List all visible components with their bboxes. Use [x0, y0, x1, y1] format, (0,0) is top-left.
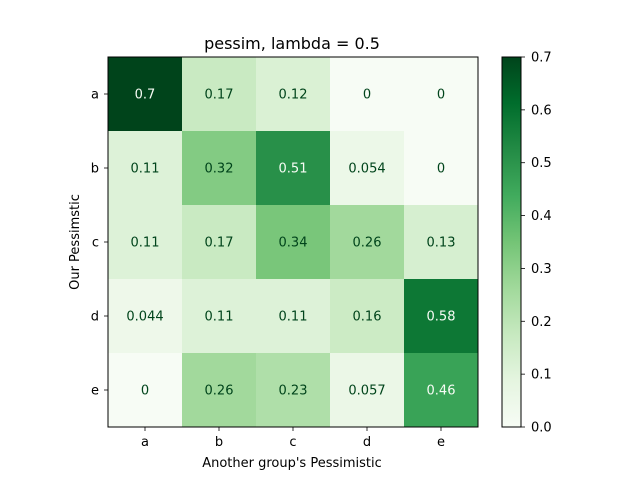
- x-axis-ticks: a b c d e: [141, 427, 445, 450]
- heatmap-cell-e-d: [330, 353, 405, 428]
- heatmap-cell-b-d: [330, 131, 405, 206]
- y-axis-label: Our Pessimstic: [68, 194, 83, 290]
- cell-label-c-a: 0.11: [131, 236, 160, 251]
- heatmap-cell-a-a: [108, 57, 183, 132]
- y-axis-ticks: a b c d e: [91, 88, 108, 399]
- cell-label-e-e: 0.46: [427, 384, 456, 399]
- heatmap-cell-labels: 0.7 0.17 0.12 0 0 0.11 0.32 0.51 0.054 0 0.11 0.17 0…: [126, 88, 455, 399]
- heatmap-cell-c-d: [330, 205, 405, 280]
- heatmap-cell-c-c: [256, 205, 331, 280]
- colorbar-frame: [501, 56, 522, 428]
- cell-label-e-a: 0: [141, 384, 149, 399]
- colorbar-tick-label: 0.5: [531, 156, 552, 171]
- heatmap-cell-c-e: [404, 205, 479, 280]
- y-tick-label-a: a: [91, 88, 99, 103]
- x-tick-label-c: c: [289, 435, 296, 450]
- heatmap-cell-e-e: [404, 353, 479, 428]
- heatmap-cell-e-c: [256, 353, 331, 428]
- heatmap-cell-a-b: [182, 57, 257, 132]
- y-tick-label-b: b: [91, 162, 99, 177]
- cell-label-b-e: 0: [437, 162, 445, 177]
- heatmap-cell-c-b: [182, 205, 257, 280]
- heatmap-cell-b-b: [182, 131, 257, 206]
- cell-label-a-a: 0.7: [135, 88, 156, 103]
- y-tick-label-c: c: [92, 236, 99, 251]
- heatmap-cell-d-a: [108, 279, 183, 354]
- heatmap-cell-a-c: [256, 57, 331, 132]
- heatmap-cell-e-b: [182, 353, 257, 428]
- cell-label-e-d: 0.057: [348, 384, 385, 399]
- cell-label-b-a: 0.11: [131, 162, 160, 177]
- cell-label-c-c: 0.34: [279, 236, 308, 251]
- heatmap-cell-d-c: [256, 279, 331, 354]
- colorbar-tick-label: 0.4: [531, 209, 552, 224]
- colorbar-ticks: 0.0 0.1 0.2 0.3 0.4 0.5 0.6 0.7: [521, 51, 552, 436]
- colorbar-tick-label: 0.7: [531, 51, 552, 66]
- heatmap-cell-a-e: [404, 57, 479, 132]
- cell-label-b-c: 0.51: [279, 162, 308, 177]
- cell-label-e-c: 0.23: [279, 384, 308, 399]
- heatmap-cell-d-d: [330, 279, 405, 354]
- heatmap-cell-b-e: [404, 131, 479, 206]
- colorbar-tick-label: 0.6: [531, 103, 552, 118]
- cell-label-d-b: 0.11: [205, 310, 234, 325]
- x-tick-label-d: d: [363, 435, 371, 450]
- x-tick-label-e: e: [437, 435, 445, 450]
- colorbar-tick-label: 0.2: [531, 315, 552, 330]
- heatmap-cell-c-a: [108, 205, 183, 280]
- cell-label-d-e: 0.58: [427, 310, 456, 325]
- cell-label-a-e: 0: [437, 88, 445, 103]
- cell-label-a-d: 0: [363, 88, 371, 103]
- chart-title: pessim, lambda = 0.5: [204, 34, 380, 53]
- cell-label-d-d: 0.16: [353, 310, 382, 325]
- x-tick-label-a: a: [141, 435, 149, 450]
- colorbar-tick-label: 0.0: [531, 421, 552, 436]
- heatmap-cell-a-d: [330, 57, 405, 132]
- cell-label-d-a: 0.044: [126, 310, 163, 325]
- heatmap-cell-d-e: [404, 279, 479, 354]
- y-tick-label-d: d: [91, 310, 99, 325]
- heatmap-cell-b-c: [256, 131, 331, 206]
- cell-label-b-b: 0.32: [205, 162, 234, 177]
- y-tick-label-e: e: [91, 384, 99, 399]
- x-axis-label: Another group's Pessimistic: [202, 456, 382, 471]
- cell-label-a-b: 0.17: [205, 88, 234, 103]
- cell-label-e-b: 0.26: [205, 384, 234, 399]
- colorbar: [502, 57, 521, 427]
- cell-label-c-d: 0.26: [353, 236, 382, 251]
- heatmap-cell-b-a: [108, 131, 183, 206]
- heatmap-cell-e-a: [108, 353, 183, 428]
- colorbar-tick-label: 0.1: [531, 368, 552, 383]
- cell-label-b-d: 0.054: [348, 162, 385, 177]
- cell-label-c-e: 0.13: [427, 236, 456, 251]
- x-tick-label-b: b: [215, 435, 223, 450]
- cell-label-c-b: 0.17: [205, 236, 234, 251]
- heatmap-cells: [108, 57, 479, 428]
- cell-label-d-c: 0.11: [279, 310, 308, 325]
- heatmap-cell-d-b: [182, 279, 257, 354]
- cell-label-a-c: 0.12: [279, 88, 308, 103]
- colorbar-tick-label: 0.3: [531, 262, 552, 277]
